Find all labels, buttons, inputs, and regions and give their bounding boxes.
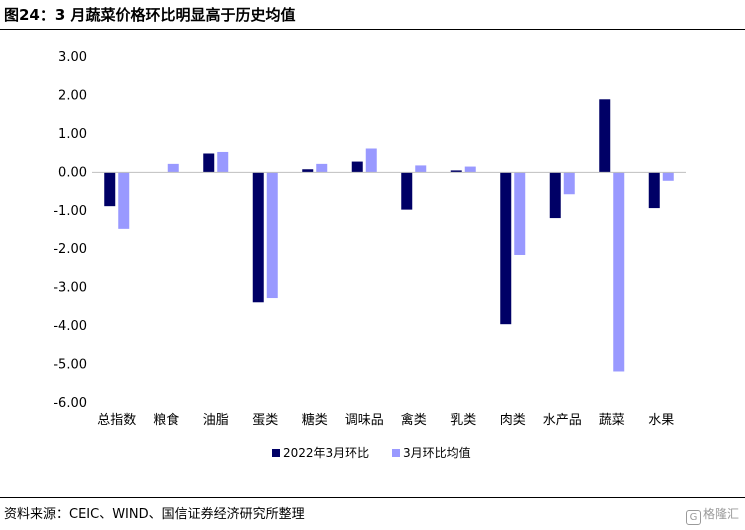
bar-average	[316, 163, 328, 173]
y-axis-tick-labels: 3.00 2.00 1.00 0.00 -1.00 -2.00 -3.00 -4.00 -5.0…	[53, 50, 87, 411]
watermark-icon: G	[685, 510, 701, 525]
bar-current	[252, 172, 264, 303]
x-category-label: 调味品	[345, 413, 384, 428]
y-tick-label: -6.00	[53, 396, 87, 411]
x-category-label: 水果	[648, 413, 674, 428]
y-tick-label: 3.00	[58, 50, 87, 65]
bar-current	[203, 153, 215, 173]
y-tick-label: 1.00	[58, 127, 87, 142]
bar-average	[217, 151, 229, 173]
x-category-label: 蔬菜	[599, 413, 625, 428]
bar-current	[450, 170, 462, 173]
x-category-label: 乳类	[450, 413, 476, 428]
y-tick-label: -4.00	[53, 319, 87, 334]
bar-average	[662, 172, 674, 181]
bar-current	[351, 161, 363, 173]
bar-average	[464, 166, 476, 173]
bar-chart: 3.00 2.00 1.00 0.00 -1.00 -2.00 -3.00 -4.00 -5.0…	[53, 50, 686, 460]
y-tick-label: -3.00	[53, 281, 87, 296]
bar-average	[514, 172, 526, 255]
x-category-label: 肉类	[500, 413, 526, 428]
chart-title: 图24：3 月蔬菜价格环比明显高于历史均值	[4, 6, 296, 24]
source-note: 资料来源：CEIC、WIND、国信证券经济研究所整理	[4, 507, 305, 522]
y-tick-label: -1.00	[53, 204, 87, 219]
legend-label: 2022年3月环比	[283, 446, 369, 460]
bar-current	[648, 172, 660, 209]
y-tick-label: 2.00	[58, 88, 87, 103]
bar-current	[599, 99, 611, 173]
x-category-label: 总指数	[97, 413, 136, 428]
y-tick-label: -2.00	[53, 242, 87, 257]
x-category-label: 蛋类	[252, 413, 278, 428]
source-divider	[0, 497, 745, 498]
bar-average	[613, 172, 625, 372]
y-tick-label: 0.00	[58, 165, 87, 180]
bar-current	[500, 172, 512, 325]
bar-average	[365, 148, 377, 173]
bar-average	[167, 163, 179, 173]
bar-current	[549, 172, 561, 219]
legend-swatch	[272, 449, 280, 457]
legend-swatch	[392, 449, 400, 457]
bar-marks	[104, 99, 674, 372]
x-category-label: 水产品	[543, 413, 582, 428]
title-divider	[0, 29, 745, 30]
bar-average	[266, 172, 278, 299]
x-category-label: 糖类	[302, 412, 328, 428]
x-axis-category-labels: 总指数 粮食 油脂 蛋类 糖类 调味品 禽类 乳类 肉类 水产品 蔬菜 水果	[97, 412, 674, 428]
legend: 2022年3月环比 3月环比均值	[272, 445, 471, 460]
bar-average	[563, 172, 575, 195]
x-category-label: 禽类	[401, 412, 427, 428]
bar-average	[118, 172, 130, 229]
x-category-label: 油脂	[203, 413, 229, 428]
x-category-label: 粮食	[153, 412, 179, 428]
bar-current	[302, 169, 314, 173]
legend-label: 3月环比均值	[403, 445, 471, 460]
bar-current	[104, 172, 116, 207]
bar-average	[415, 165, 427, 173]
y-tick-label: -5.00	[53, 358, 87, 373]
bar-current	[401, 172, 413, 210]
watermark-text: 格隆汇	[702, 507, 739, 521]
watermark: G 格隆汇	[685, 505, 739, 525]
